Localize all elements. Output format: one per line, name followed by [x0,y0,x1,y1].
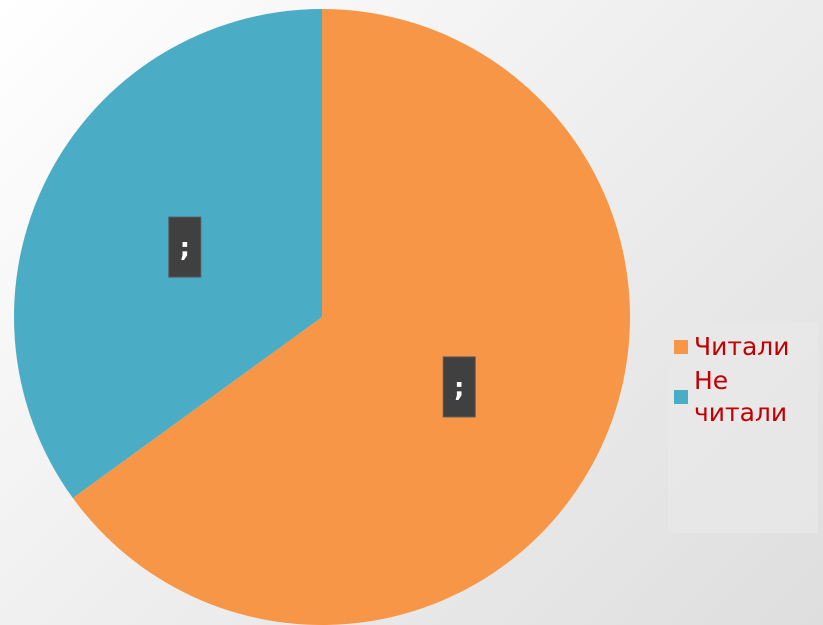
legend-label-not-read: Не читали [694,366,788,427]
legend-item-not-read: Не читали [668,365,818,429]
pie-slice-not-read [14,9,323,499]
legend-label-read: Читали [694,332,790,361]
data-label-text-not-read: ; [180,233,190,263]
pie-slice-read [72,9,630,625]
data-label-text-read: ; [454,373,464,403]
data-label-read: ; [442,356,476,418]
legend-swatch-not-read [674,390,688,404]
pie-slices [14,9,630,625]
data-label-not-read: ; [168,216,202,278]
legend: Читали Не читали [668,323,818,533]
legend-item-read: Читали [668,331,818,363]
pie-data-labels: ;; [168,216,476,418]
legend-swatch-read [674,340,688,354]
